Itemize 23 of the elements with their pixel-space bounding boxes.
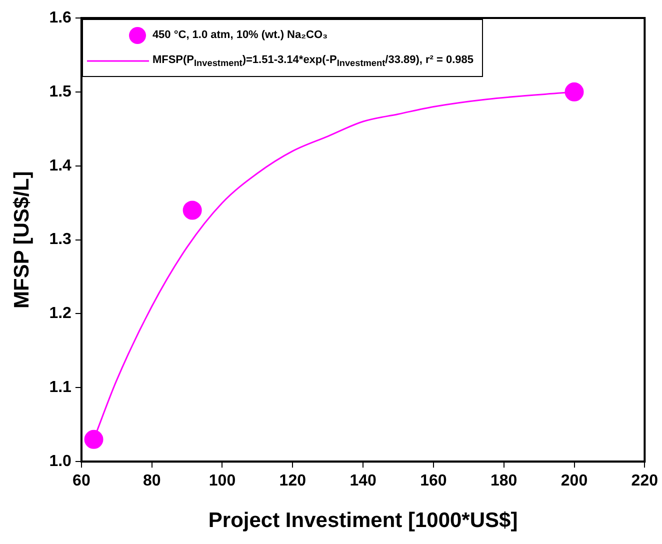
x-tick-label: 200 [560, 472, 588, 490]
text: MFSP(P$_{Investment}$)=1.51-3.14*exp(-P$_{Investment}$/33.89), r² = 0.985 [152, 54, 474, 68]
x-tick-label: 100 [208, 472, 236, 490]
y-tick-label: 1.5 [49, 83, 72, 100]
x-axis-title: Project Investiment [1000*US$] [208, 509, 518, 532]
y-tick-label: 1.2 [49, 305, 72, 322]
y-tick-label: 1.3 [49, 231, 72, 248]
y-tick-label: 1.6 [49, 9, 72, 26]
x-tick-label: 140 [350, 472, 376, 490]
x-tick-label: 160 [420, 472, 447, 490]
point [84, 430, 104, 449]
x-tick-label: 60 [72, 472, 90, 490]
y-axis-title: MFSP [US$/L] [10, 171, 34, 308]
y-tick-label: 1.1 [49, 379, 72, 396]
x-tick-label: 180 [490, 472, 518, 490]
x-tick-label: 120 [279, 472, 306, 490]
point [564, 82, 584, 102]
point [182, 200, 202, 220]
y-tick-label: 1.4 [49, 157, 72, 174]
x-tick-label: 220 [631, 472, 658, 490]
x-tick-label: 80 [142, 472, 161, 490]
y-tick-label: 1.0 [49, 453, 72, 470]
legend-label: 450 °C, 1.0 atm, 10% (wt.) Na₂CO₃ [152, 29, 328, 41]
